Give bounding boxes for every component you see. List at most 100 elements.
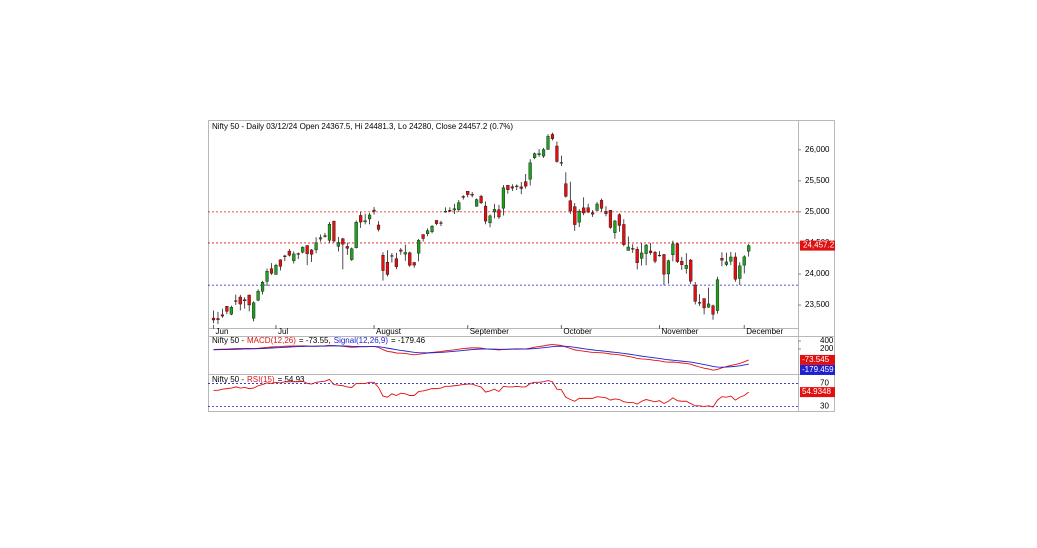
x-tick-label: Jun [216,327,229,336]
candle-body [613,220,617,233]
candle-body [528,162,532,180]
candle-body [269,268,274,274]
candle-body [466,191,470,195]
legend-entry: Signal(12,26,9) [334,336,389,345]
candle-body [617,214,621,226]
candle-body [747,245,751,252]
candle-body [310,249,314,255]
candle-body [488,215,492,224]
candle-body [314,242,318,251]
series-line [213,345,749,368]
candle-body [292,253,296,261]
chart-title: Nifty 50 - Daily 03/12/24 Open 24367.5, … [212,122,513,131]
candle-body [577,210,581,223]
candle-body [385,262,390,275]
candle-body [573,206,577,225]
candle-body [666,260,670,275]
candle-body [555,145,559,162]
candle-body [283,255,287,257]
candle-body [260,282,265,292]
candle-body [403,252,407,255]
candle-body [622,224,626,245]
candle-body [711,305,715,315]
candle-body [724,261,728,265]
candle-body [591,212,595,215]
candle-body [390,255,394,257]
candle-body [475,199,479,207]
candle-body [256,291,260,301]
candle-body [461,196,465,198]
candle-body [684,265,688,269]
candle-body [332,220,336,242]
y-tick-label: 200 [820,344,834,353]
series-line [213,378,749,408]
x-tick-label: September [470,327,509,336]
candle-body [631,248,635,250]
candle-body [662,254,666,275]
candle-body [559,162,563,164]
candle-body [296,253,300,255]
candle-body [229,307,233,315]
candle-body [354,222,358,248]
candle-body [568,200,572,212]
x-tick-label: Jul [278,327,288,336]
candle-body [278,259,282,267]
candle-body [234,300,238,302]
candle-body [524,181,528,187]
candle-body [515,185,519,187]
x-tick-label: October [563,327,592,336]
candle-body [680,260,684,265]
candle-body [350,248,354,260]
candle-body [265,271,269,282]
legend-value: = -179.46 [391,336,426,345]
candle-body [399,249,403,252]
candle-body [443,211,447,213]
candle-body [550,134,555,139]
legend-value: = -73.55, [299,336,331,345]
candle-body [372,209,376,212]
y-tick-label: 25,000 [805,207,830,216]
candle-body [336,242,340,247]
candle-body [412,262,416,266]
candle-body [323,235,327,237]
legend-entry: RSI(15) [247,375,275,384]
candle-body [457,202,461,210]
x-tick-label: November [662,327,699,336]
candle-body [608,210,613,228]
candle-body [657,254,662,257]
candle-body [363,220,367,223]
y-tick-label: 70 [820,379,829,388]
candle-body [738,265,742,279]
candle-body [220,314,224,317]
candle-body [359,215,363,223]
candle-body [501,187,505,209]
candle-body [381,255,385,271]
candle-body [301,246,305,253]
candle-body [533,153,537,158]
candle-body [541,149,546,157]
candle-body [733,256,737,280]
chart-frame [208,120,835,412]
legend: Nifty 50 - MACD(12,26) = -73.55, Signal(12,… [212,336,426,345]
candle-body [430,225,434,232]
candle-body [519,186,523,189]
candle-body [305,245,309,255]
candle-body [546,136,550,150]
candle-body [604,211,608,214]
candle-body [671,243,675,256]
candle-body [564,183,568,197]
candle-body [698,302,702,304]
y-tick-label: 23,500 [805,300,830,309]
candle-body [702,298,706,309]
y-tick-label: 24,000 [805,269,830,278]
candle-body [483,205,488,222]
candle-body [439,222,443,224]
y-tick-label: 25,500 [805,176,830,185]
candle-body [640,252,644,259]
candle-body [327,224,332,241]
candle-body [376,224,381,230]
candle-body [492,209,497,213]
candle-body [693,284,697,302]
last-value-label: -179.459 [802,365,834,374]
candle-body [216,318,220,320]
